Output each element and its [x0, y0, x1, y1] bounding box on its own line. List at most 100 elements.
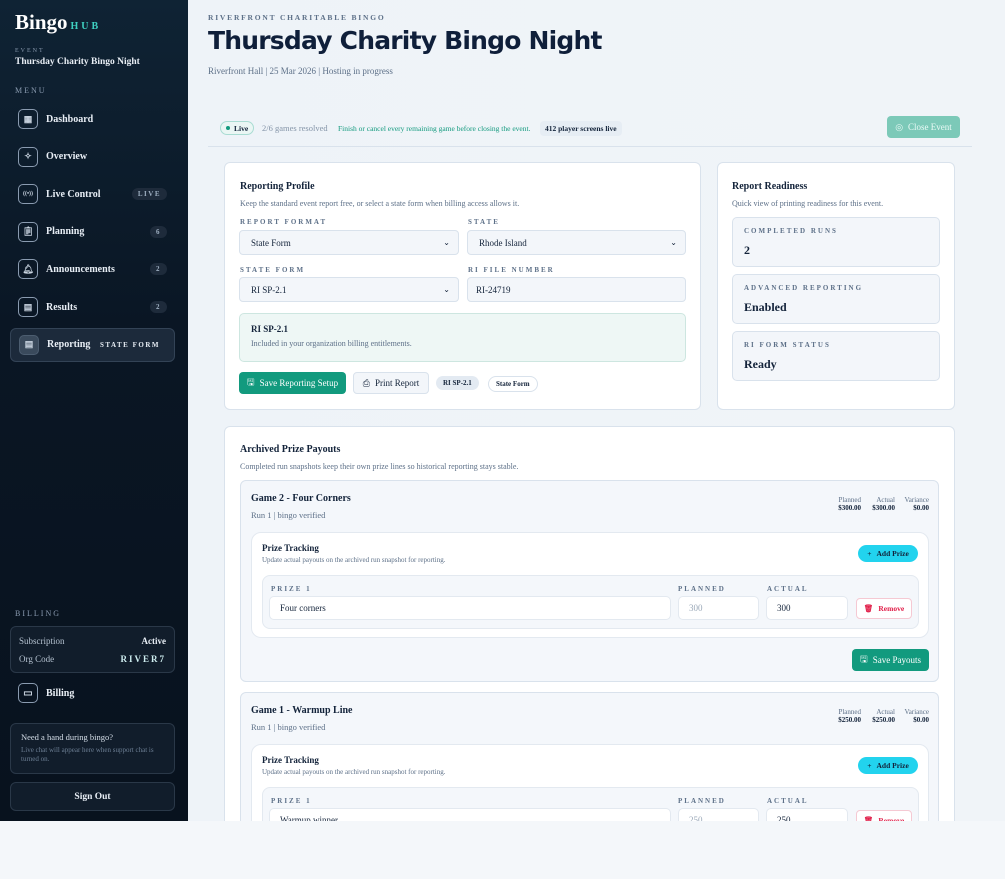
readiness-value: Enabled	[744, 300, 787, 314]
add-prize-label: Add Prize	[876, 549, 909, 558]
actual-label: Actual	[876, 708, 895, 716]
prize-row: PRIZE 1 PLANNED ACTUAL Four corners 300 …	[262, 575, 919, 629]
save-icon: 🖫	[860, 654, 868, 664]
billing-link-label: Billing	[46, 687, 75, 699]
report-format-select[interactable]: State Form ⌄	[239, 230, 459, 255]
game-title: Game 2 - Four Corners	[251, 493, 351, 504]
subscription-value: Active	[141, 636, 167, 646]
chevron-down-icon: ⌄	[670, 238, 677, 247]
print-report-button[interactable]: ⎙ Print Report	[353, 372, 429, 394]
chevron-down-icon: ⌄	[443, 285, 450, 294]
sidebar-item-badge: STATE FORM	[99, 340, 160, 349]
prize-label: PRIZE 1	[271, 797, 312, 805]
info-text: Included in your organization billing en…	[251, 339, 412, 348]
plus-icon: +	[867, 761, 872, 770]
print-label: Print Report	[374, 378, 420, 388]
remove-label: Remove	[878, 604, 905, 613]
sidebar: Bingo HUB EVENT Thursday Charity Bingo Ni…	[0, 0, 188, 821]
prize-planned-input: 300	[678, 596, 759, 620]
state-form-value: RI SP-2.1	[251, 284, 287, 295]
prize-name-input[interactable]: Four corners	[269, 596, 671, 620]
planned-col-label: PLANNED	[678, 797, 726, 805]
variance-label: Variance	[904, 496, 929, 504]
sidebar-item-dashboard[interactable]: ▦ Dashboard	[10, 102, 175, 136]
remove-prize-button[interactable]: 🗑︎ Remove	[856, 598, 912, 619]
event-name: Thursday Charity Bingo Night	[15, 57, 140, 67]
sidebar-item-label: Dashboard	[46, 113, 94, 125]
save-payouts-button[interactable]: 🖫 Save Payouts	[852, 649, 929, 671]
divider	[208, 146, 972, 147]
billing-summary: Subscription Active Org Code RIVER7	[10, 626, 175, 673]
actual-label: Actual	[876, 496, 895, 504]
file-number-input[interactable]: RI-24719	[467, 277, 686, 302]
menu-label: MENU	[15, 86, 47, 95]
card-title: Report Readiness	[732, 181, 808, 192]
variance-total: Variance $0.00	[905, 708, 929, 724]
sidebar-item-label: Overview	[46, 151, 88, 163]
actual-col-label: ACTUAL	[767, 797, 809, 805]
help-title: Need a hand during bingo?	[21, 732, 114, 742]
prize-actual-input[interactable]: 300	[766, 596, 848, 620]
live-text: Live	[234, 123, 249, 133]
sidebar-item-badge: LIVE	[131, 188, 167, 201]
info-title: RI SP-2.1	[251, 324, 289, 334]
actual-total: Actual $300.00	[872, 496, 895, 512]
state-value: Rhode Island	[479, 237, 527, 248]
sidebar-item-planning[interactable]: 📋︎ Planning 6	[10, 215, 175, 249]
file-number-label: RI FILE NUMBER	[468, 266, 555, 274]
readiness-label: RI FORM STATUS	[744, 341, 831, 349]
prize-planned-input: 250	[678, 808, 759, 821]
card-title: Reporting Profile	[240, 181, 315, 192]
sidebar-item-announcements[interactable]: 🔔︎ Announcements 2	[10, 252, 175, 286]
readiness-label: COMPLETED RUNS	[744, 227, 838, 235]
card-title: Archived Prize Payouts	[240, 444, 341, 455]
state-form-select[interactable]: RI SP-2.1 ⌄	[239, 277, 459, 302]
prize-row: PRIZE 1 PLANNED ACTUAL Warmup winner 250…	[262, 787, 919, 821]
card-desc: Quick view of printing readiness for thi…	[732, 199, 884, 208]
sidebar-item-label: Planning	[46, 226, 85, 238]
prize-tracking: Prize Tracking Update actual payouts on …	[251, 532, 929, 638]
format-label: REPORT FORMAT	[240, 218, 328, 226]
clipboard-icon: 📋︎	[18, 221, 38, 242]
billing-label: BILLING	[15, 609, 61, 618]
prize-label: PRIZE 1	[271, 585, 312, 593]
add-prize-button[interactable]: + Add Prize	[858, 757, 918, 774]
card-desc: Completed run snapshots keep their own p…	[240, 462, 519, 471]
readiness-value: Ready	[744, 357, 777, 371]
actual-total: Actual $250.00	[872, 708, 895, 724]
add-prize-button[interactable]: + Add Prize	[858, 545, 918, 562]
sidebar-item-reporting[interactable]: ▤ Reporting STATE FORM	[10, 327, 175, 362]
broadcast-icon: ((•))	[18, 184, 38, 205]
close-event-label: Close Event	[908, 122, 952, 132]
close-event-button[interactable]: ◎ Close Event	[887, 116, 960, 138]
sign-out-button[interactable]: Sign Out	[10, 782, 175, 811]
remove-prize-button[interactable]: 🗑︎ Remove	[856, 810, 912, 821]
sparkle-icon: ✧	[18, 146, 38, 167]
sidebar-item-overview[interactable]: ✧ Overview	[10, 140, 175, 174]
variance-label: Variance	[904, 708, 929, 716]
sidebar-item-results[interactable]: ▤ Results 2	[10, 290, 175, 324]
chevron-down-icon: ⌄	[443, 238, 450, 247]
actual-value: $250.00	[872, 716, 895, 724]
sidebar-item-billing[interactable]: ▭ Billing	[10, 676, 175, 710]
planned-value: $250.00	[838, 716, 861, 724]
prize-name-input[interactable]: Warmup winner	[269, 808, 671, 821]
archived-payouts-card: Archived Prize Payouts Completed run sna…	[224, 426, 955, 821]
state-select[interactable]: Rhode Island ⌄	[467, 230, 686, 255]
actual-col-label: ACTUAL	[767, 585, 809, 593]
save-reporting-label: Save Reporting Setup	[259, 378, 339, 388]
sidebar-item-badge: 6	[150, 225, 167, 238]
readiness-value: 2	[744, 243, 750, 257]
org-code-value: RIVER7	[120, 654, 166, 664]
variance-total: Variance $0.00	[905, 496, 929, 512]
plus-icon: +	[867, 549, 872, 558]
variance-value: $0.00	[913, 504, 929, 512]
prize-actual-input[interactable]: 250	[766, 808, 848, 821]
sidebar-item-live-control[interactable]: ((•)) Live Control LIVE	[10, 177, 175, 211]
check-circle-icon: ◎	[895, 121, 904, 132]
save-payouts-label: Save Payouts	[872, 655, 921, 665]
variance-value: $0.00	[913, 716, 929, 724]
save-reporting-button[interactable]: 🖫 Save Reporting Setup	[239, 372, 346, 394]
game-payout: Game 2 - Four Corners Run 1 | bingo veri…	[240, 480, 939, 682]
format-value: State Form	[251, 237, 291, 248]
